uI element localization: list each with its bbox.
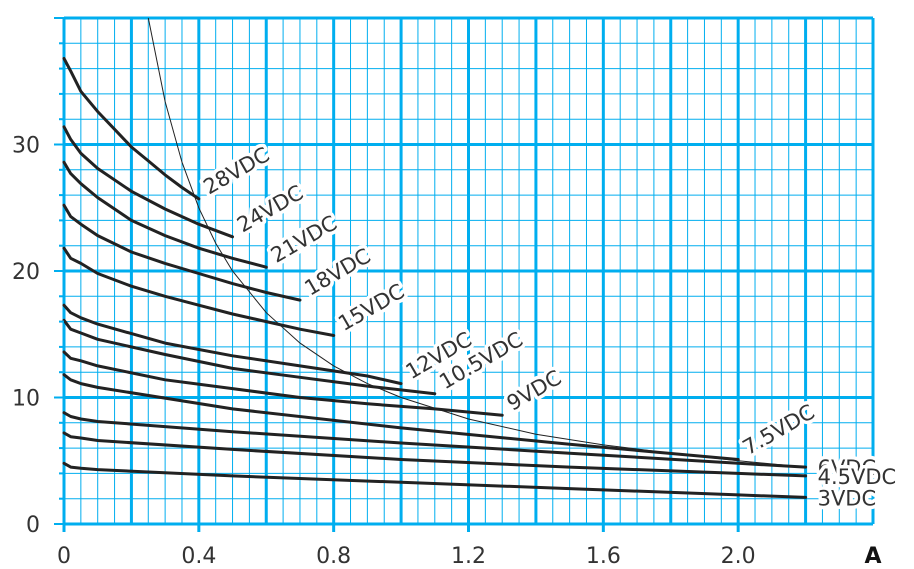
series-line-10-5vdc xyxy=(62,318,437,396)
y-tick-label: 0 xyxy=(26,513,40,538)
axis-ticks xyxy=(54,17,740,532)
y-tick-label: 30 xyxy=(12,134,40,159)
series-line-12vdc xyxy=(62,303,403,386)
x-axis-unit-label: A xyxy=(864,544,881,569)
series-line-3vdc xyxy=(62,461,808,499)
series-line-6vdc xyxy=(62,411,808,469)
series-label-28vdc: 28VDC xyxy=(199,142,273,199)
series-label-15vdc: 15VDC xyxy=(334,279,408,336)
series-labels: 28VDC24VDC21VDC18VDC15VDC12VDC10.5VDC9VD… xyxy=(196,139,900,514)
series-label-21vdc: 21VDC xyxy=(267,211,341,268)
y-tick-label: 10 xyxy=(12,387,40,412)
limit-curve xyxy=(147,17,806,468)
series-line-4-5vdc xyxy=(62,431,808,478)
series-label-4-5vdc: 4.5VDC xyxy=(818,465,897,489)
axis-tick-labels: 0 0.4 0.8 1.2 1.6 2.0 0 10 20 30 xyxy=(12,134,756,569)
series-line-7-5vdc xyxy=(62,373,740,461)
y-tick-label: 20 xyxy=(12,260,40,285)
series-label-3vdc: 3VDC xyxy=(818,486,877,510)
x-tick-label: 0.4 xyxy=(181,544,216,569)
x-tick-label: 0.8 xyxy=(316,544,351,569)
series-line-9vdc xyxy=(62,350,504,417)
data-curves xyxy=(62,17,808,499)
x-tick-label: 1.6 xyxy=(586,544,621,569)
x-tick-label: 1.2 xyxy=(451,544,486,569)
series-line-15vdc xyxy=(62,246,336,337)
series-label-9vdc: 9VDC xyxy=(503,365,566,415)
series-line-24vdc xyxy=(62,125,234,239)
x-tick-label: 2.0 xyxy=(721,544,756,569)
x-tick-label: 0 xyxy=(57,544,71,569)
series-label-6vdc: 6VDC xyxy=(818,456,877,480)
series-line-21vdc xyxy=(62,160,268,269)
series-line-28vdc xyxy=(62,57,201,201)
series-line-18vdc xyxy=(62,203,302,302)
